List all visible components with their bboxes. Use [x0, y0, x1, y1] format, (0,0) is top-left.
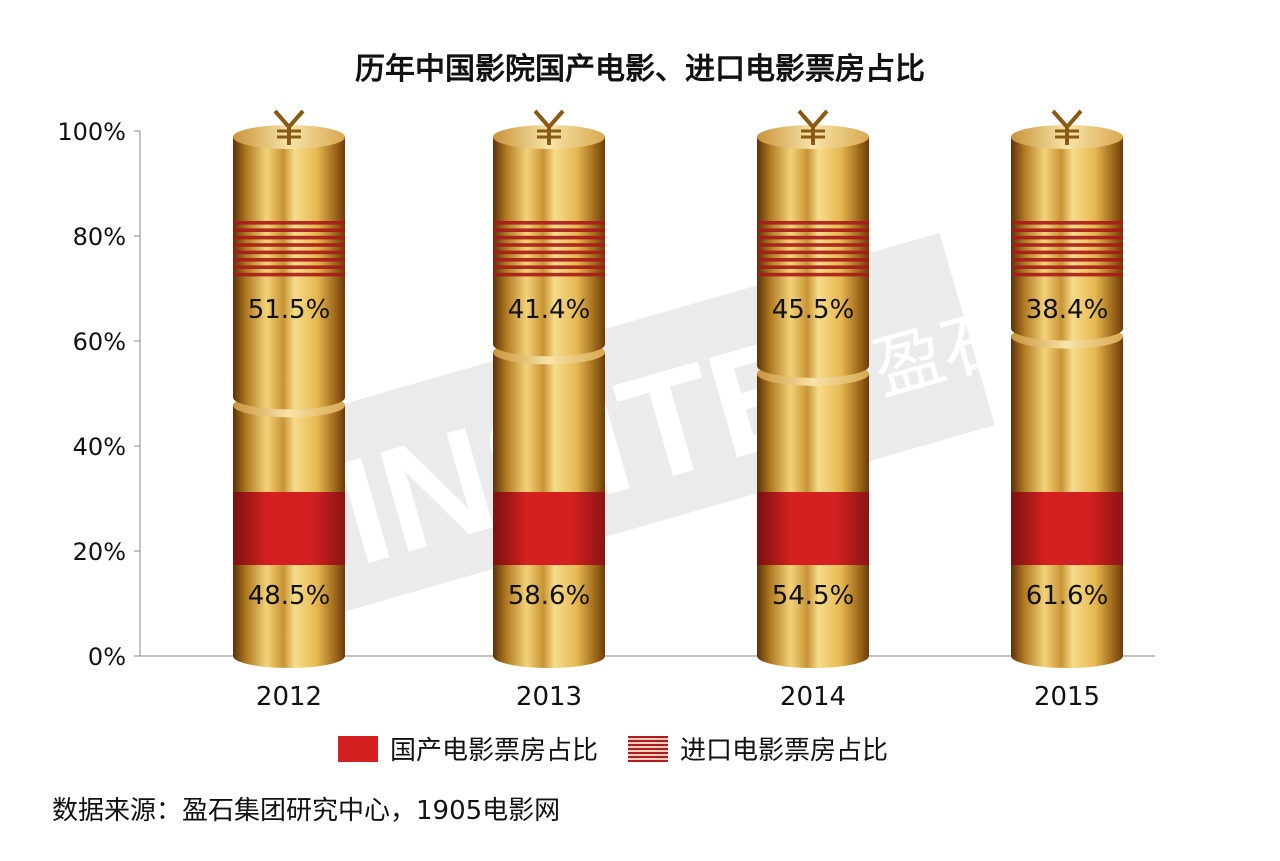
legend-swatch-imported [628, 735, 669, 762]
bar-imported-stripe [493, 243, 605, 247]
bar-imported-stripe [233, 265, 345, 269]
bar-imported-stripe [757, 235, 869, 240]
yen-icon [533, 109, 565, 131]
chart-title: 历年中国影院国产电影、进口电影票房占比 [355, 52, 925, 87]
legend-label-imported: 进口电影票房占比 [680, 736, 889, 766]
bar-imported-stripe [1011, 265, 1123, 269]
data-label-domestic: 58.6% [508, 581, 591, 611]
x-tick-label: 2014 [780, 682, 846, 712]
data-label-domestic: 48.5% [248, 581, 331, 611]
data-label-imported: 41.4% [508, 295, 591, 325]
data-label-domestic: 61.6% [1026, 581, 1109, 611]
bar-imported-stripe [1011, 250, 1123, 255]
x-tick-label: 2012 [256, 682, 322, 712]
bar-group-2012: 51.5% 48.5% 2012 [233, 109, 345, 712]
bar-imported-stripe [493, 228, 605, 232]
bar-domestic-band [233, 492, 345, 565]
bar-imported-stripe [1011, 243, 1123, 247]
bar-domestic-band [1011, 492, 1123, 565]
bar-imported-stripe [493, 250, 605, 255]
data-label-imported: 38.4% [1026, 295, 1109, 325]
bar-imported-stripe [233, 235, 345, 240]
bar-imported-stripe [233, 228, 345, 232]
bar-imported-stripe [233, 272, 345, 277]
yen-icon [797, 109, 829, 131]
bar-imported-stripe [757, 228, 869, 232]
bar-group-2014: 45.5% 54.5% 2014 [757, 109, 869, 712]
bar-imported-stripe [493, 265, 605, 269]
legend: 国产电影票房占比 进口电影票房占比 [338, 730, 888, 767]
bar-imported-stripe [493, 221, 605, 225]
data-label-imported: 45.5% [772, 295, 855, 325]
bar-imported-stripe [493, 235, 605, 240]
y-tick-label: 40% [73, 433, 126, 461]
source-note: 数据来源：盈石集团研究中心，1905电影网 [52, 796, 561, 826]
y-tick-label: 60% [73, 328, 126, 356]
bar-imported-stripe [757, 265, 869, 269]
y-tick-label: 100% [57, 118, 126, 146]
bar-imported-stripe [233, 258, 345, 262]
bar-imported [1011, 137, 1123, 329]
bar-group-2013: 41.4% 58.6% 2013 [493, 109, 605, 712]
bar-imported-stripe [757, 221, 869, 225]
x-tick-label: 2015 [1034, 682, 1100, 712]
bar-imported [493, 137, 605, 345]
bar-imported-stripe [1011, 272, 1123, 277]
y-tick-label: 0% [88, 643, 126, 671]
bar-imported-stripe [757, 243, 869, 247]
bar-imported-stripe [233, 221, 345, 225]
bar-imported-stripe [1011, 235, 1123, 240]
bar-imported-stripe [1011, 258, 1123, 262]
bar-group-2015: 38.4% 61.6% 2015 [1011, 109, 1123, 712]
y-tick-label: 20% [73, 538, 126, 566]
bar-imported-stripe [757, 258, 869, 262]
bar-imported-stripe [1011, 228, 1123, 232]
bar-imported-stripe [233, 250, 345, 255]
bar-imported-stripe [757, 272, 869, 277]
bar-imported-stripe [233, 243, 345, 247]
bar-imported-stripe [493, 272, 605, 277]
bar-domestic-band [493, 492, 605, 565]
x-tick-label: 2013 [516, 682, 582, 712]
bar-domestic-band [757, 492, 869, 565]
bar-imported-stripe [1011, 221, 1123, 225]
y-tick-label: 80% [73, 223, 126, 251]
watermark: INSITE 盈石 [285, 232, 1021, 613]
legend-label-domestic: 国产电影票房占比 [390, 736, 599, 766]
data-label-imported: 51.5% [248, 295, 331, 325]
data-label-domestic: 54.5% [772, 581, 855, 611]
yen-icon [1051, 109, 1083, 131]
bar-imported-stripe [757, 250, 869, 255]
legend-swatch-domestic [338, 735, 378, 762]
bar-imported-stripe [493, 258, 605, 262]
yen-icon [273, 109, 305, 131]
